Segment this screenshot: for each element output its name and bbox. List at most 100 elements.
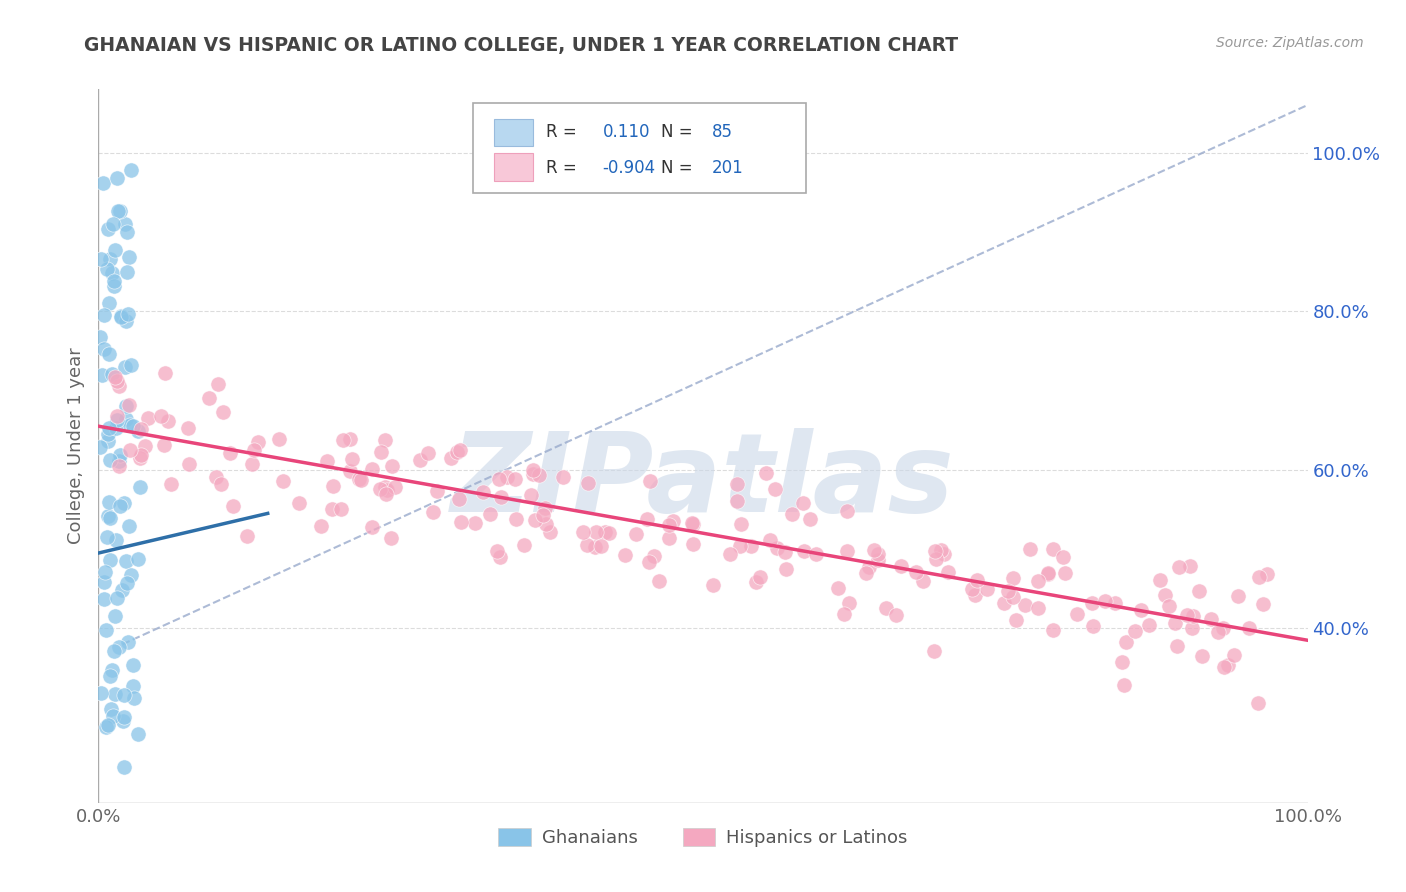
Point [115,313,138,327]
Point [924,544,946,558]
Point [1199,612,1222,626]
Point [730,539,752,553]
Point [374,480,396,494]
Point [103,278,125,293]
Point [375,483,398,497]
Point [804,548,827,562]
Point [638,475,661,489]
Point [118,398,141,412]
Point [350,473,373,487]
Point [1256,566,1278,581]
Point [593,524,616,539]
Point [658,518,681,533]
Point [1129,602,1152,616]
Point [110,309,132,323]
Point [1042,542,1064,557]
Point [207,377,229,392]
Point [905,565,928,579]
Point [1213,660,1236,674]
Point [1218,657,1240,672]
Point [730,516,752,531]
Point [925,552,948,566]
Point [489,490,512,504]
Point [118,443,141,458]
Point [837,504,859,518]
Point [792,496,814,510]
Point [884,608,907,623]
Point [107,374,129,388]
Point [209,476,232,491]
Point [115,575,138,590]
Point [749,569,772,583]
Point [94,565,117,579]
Point [160,476,183,491]
Point [1178,558,1201,573]
Point [658,532,681,546]
Point [1038,566,1060,580]
Point [370,445,392,459]
Point [101,663,124,677]
Point [531,508,554,523]
FancyBboxPatch shape [474,103,806,193]
Point [269,432,291,446]
Point [114,360,136,375]
Point [1166,639,1188,653]
Point [332,433,354,447]
Point [97,509,120,524]
Point [1081,619,1104,633]
Point [121,680,143,694]
Point [134,439,156,453]
Point [321,502,343,516]
Point [725,494,748,508]
Point [156,414,179,428]
Point [866,552,889,566]
Point [1042,623,1064,637]
Point [101,367,124,381]
Point [121,419,143,434]
Point [832,607,855,621]
Point [759,533,782,547]
Point [98,347,121,361]
Point [505,472,527,486]
Point [1038,567,1060,582]
Point [922,644,945,658]
Point [1019,541,1042,556]
Point [538,525,561,540]
Point [745,575,768,590]
Text: R =: R = [546,123,582,141]
Point [103,274,125,288]
Point [311,518,333,533]
Point [725,476,748,491]
Point [115,265,138,279]
Point [1004,613,1026,627]
Point [236,529,259,543]
Text: 0.110: 0.110 [603,123,650,141]
Point [1002,590,1025,604]
Point [243,442,266,457]
Point [115,225,138,239]
Point [1247,570,1270,584]
Point [108,459,131,474]
Y-axis label: College, Under 1 year: College, Under 1 year [66,348,84,544]
Point [122,658,145,673]
Point [98,252,121,266]
Point [472,484,495,499]
Point [128,480,150,494]
Point [960,582,983,596]
Point [120,358,142,372]
Point [932,547,955,561]
Point [512,538,534,552]
Point [1164,615,1187,630]
Point [101,217,124,231]
Point [380,531,402,545]
Point [91,368,114,382]
Point [409,452,432,467]
Point [1181,609,1204,624]
Point [936,565,959,579]
Text: 85: 85 [711,123,733,141]
Point [1237,621,1260,635]
Point [449,443,471,458]
Point [1112,678,1135,692]
Point [496,469,519,483]
Point [855,566,877,580]
